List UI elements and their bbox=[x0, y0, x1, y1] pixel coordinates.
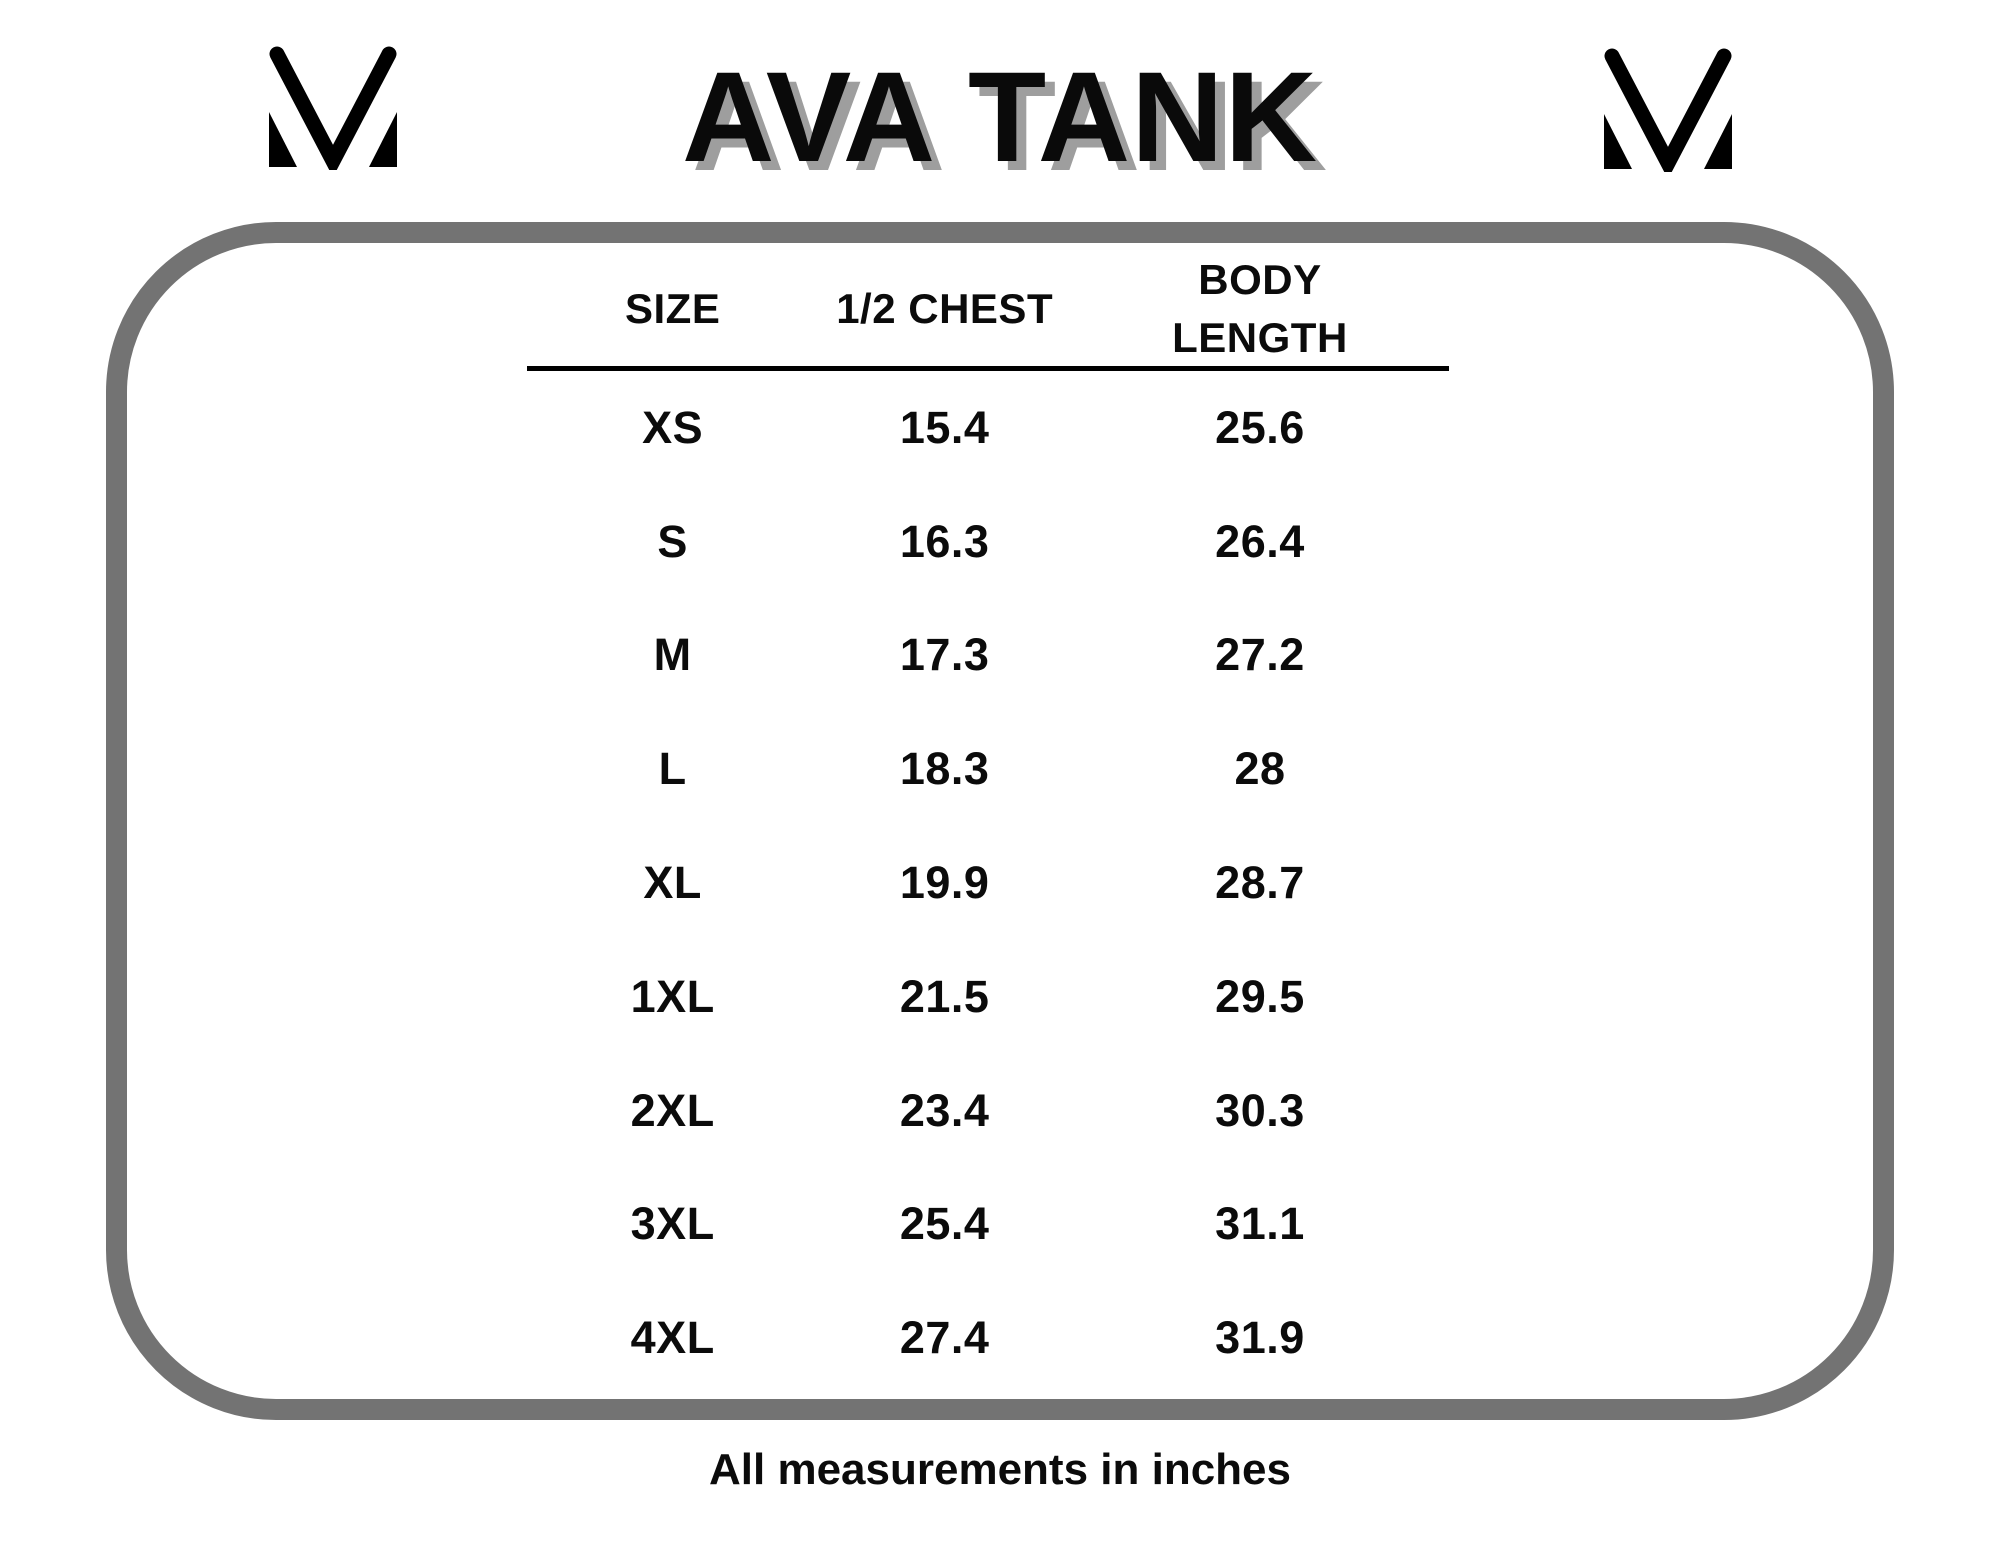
size-cell: S bbox=[657, 515, 688, 567]
half-chest-cell: 25.4 bbox=[899, 1198, 990, 1250]
body-length-cell: 31.9 bbox=[1215, 1312, 1305, 1364]
size-cell: 4XL bbox=[630, 1312, 715, 1364]
body-length-cell: 25.6 bbox=[1215, 401, 1305, 453]
mv-logo-glyph bbox=[1604, 48, 1732, 172]
column-header-size: SIZE bbox=[624, 285, 721, 333]
table-row: XS 15.4 25.6 bbox=[527, 371, 1449, 485]
half-chest-cell: 17.3 bbox=[899, 629, 990, 681]
half-chest-cell: 21.5 bbox=[899, 970, 990, 1022]
table-row: 4XL 27.4 31.9 bbox=[527, 1281, 1449, 1395]
size-chart-rows: XS 15.4 25.6 S 16.3 26.4 M 17.3 27.2 L 1… bbox=[527, 371, 1449, 1395]
body-length-cell: 30.3 bbox=[1215, 1084, 1305, 1136]
size-cell: 1XL bbox=[630, 970, 715, 1022]
table-row: XL 19.9 28.7 bbox=[527, 826, 1449, 940]
half-chest-cell: 18.3 bbox=[899, 743, 990, 795]
size-cell: 3XL bbox=[630, 1198, 715, 1250]
half-chest-cell: 23.4 bbox=[899, 1084, 990, 1136]
table-row: 3XL 25.4 31.1 bbox=[527, 1168, 1449, 1282]
column-header-body-length-label: BODY LENGTH bbox=[1172, 256, 1348, 361]
table-row: S 16.3 26.4 bbox=[527, 485, 1449, 599]
mv-logo-icon bbox=[266, 44, 400, 170]
column-header-half-chest: 1/2 CHEST bbox=[836, 285, 1054, 333]
half-chest-cell: 16.3 bbox=[899, 515, 990, 567]
table-row: L 18.3 28 bbox=[527, 712, 1449, 826]
size-cell: XL bbox=[643, 857, 702, 909]
table-row: M 17.3 27.2 bbox=[527, 599, 1449, 713]
table-row: 2XL 23.4 30.3 bbox=[527, 1054, 1449, 1168]
mv-logo-icon bbox=[1601, 46, 1735, 172]
body-length-cell: 27.2 bbox=[1215, 629, 1305, 681]
footer-note: All measurements in inches bbox=[709, 1445, 1291, 1494]
body-length-cell: 31.1 bbox=[1215, 1198, 1305, 1250]
size-chart-header-row: SIZE 1/2 CHEST BODY LENGTH bbox=[527, 250, 1449, 368]
size-cell: M bbox=[653, 629, 692, 681]
body-length-cell: 28 bbox=[1234, 743, 1286, 795]
page-title: AVA TANK bbox=[681, 46, 1319, 189]
body-length-cell: 28.7 bbox=[1215, 857, 1305, 909]
header-divider-line bbox=[527, 366, 1449, 371]
mv-logo-glyph bbox=[269, 46, 397, 170]
size-cell: XS bbox=[642, 401, 704, 453]
half-chest-cell: 19.9 bbox=[899, 857, 990, 909]
body-length-cell: 29.5 bbox=[1215, 970, 1305, 1022]
table-row: 1XL 21.5 29.5 bbox=[527, 940, 1449, 1054]
size-cell: L bbox=[658, 743, 687, 795]
size-cell: 2XL bbox=[630, 1084, 715, 1136]
column-header-body-length: BODY LENGTH bbox=[1071, 251, 1449, 367]
body-length-cell: 26.4 bbox=[1215, 515, 1305, 567]
half-chest-cell: 15.4 bbox=[899, 401, 990, 453]
half-chest-cell: 27.4 bbox=[899, 1312, 990, 1364]
size-chart-frame bbox=[106, 222, 1894, 1420]
